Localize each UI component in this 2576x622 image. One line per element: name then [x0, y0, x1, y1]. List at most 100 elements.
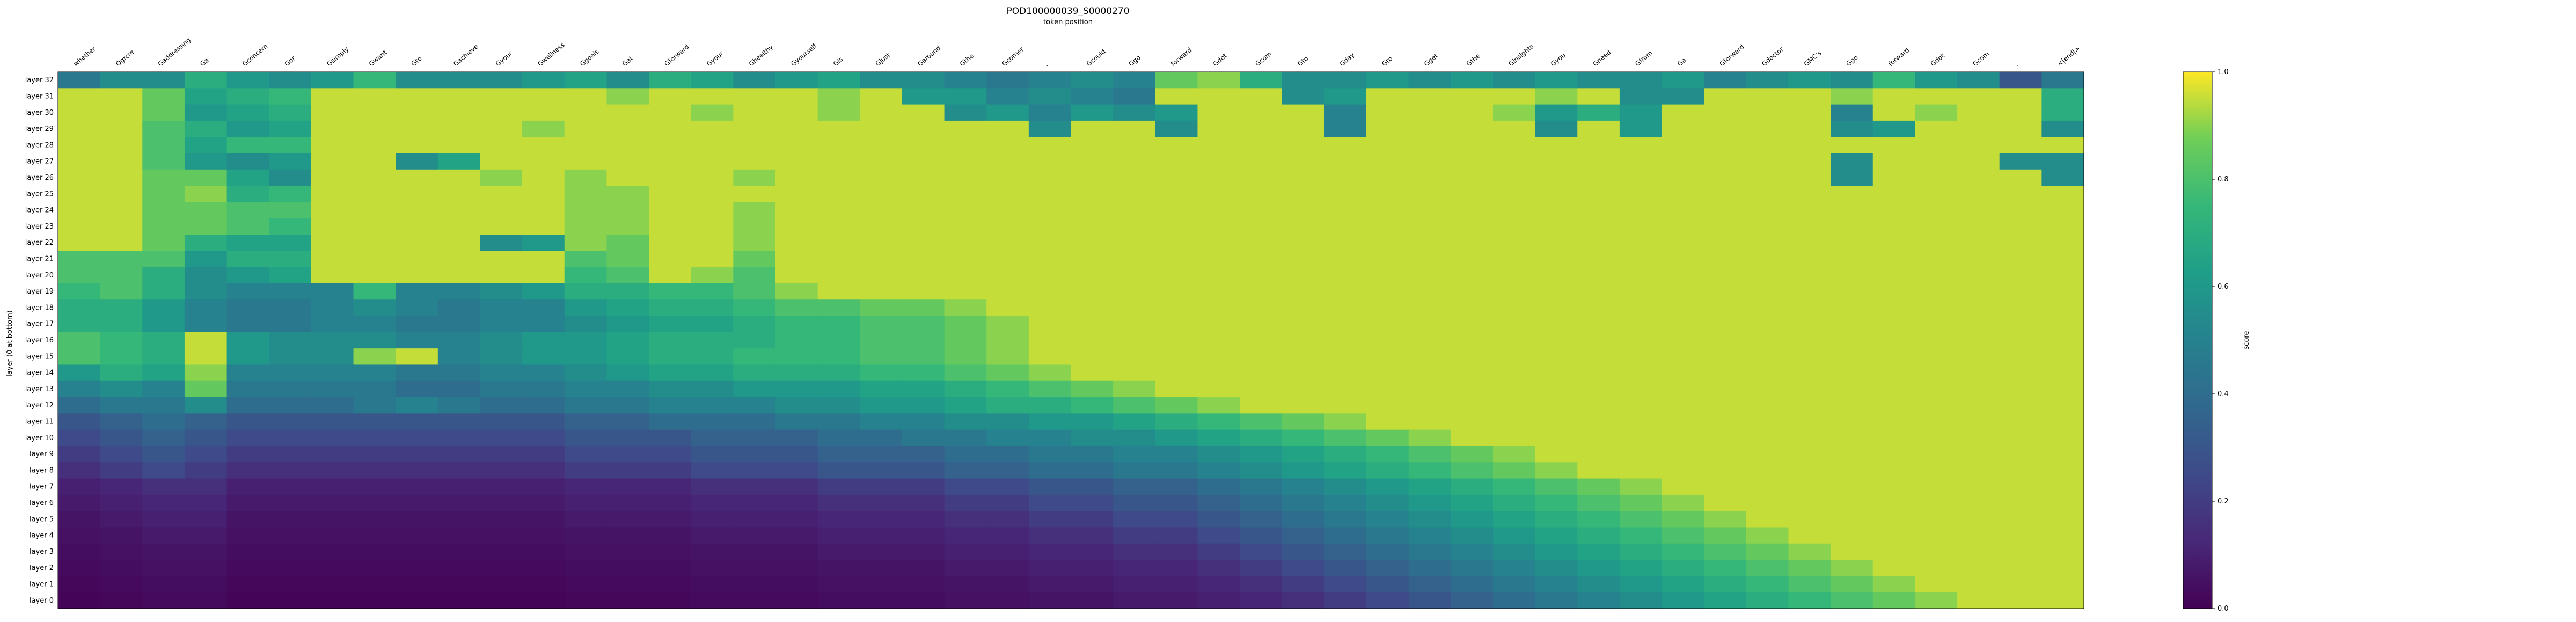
heatmap-cell	[1282, 316, 1324, 333]
heatmap-cell	[986, 316, 1029, 333]
heatmap-cell	[184, 218, 228, 235]
heatmap-cell	[142, 380, 185, 398]
heatmap-cell	[564, 153, 607, 170]
heatmap-cell	[396, 299, 438, 317]
heatmap-cell	[1662, 202, 1704, 219]
heatmap-cell	[606, 445, 649, 463]
heatmap-cell	[649, 332, 692, 349]
x-tick-label: Ghealthy	[748, 43, 775, 68]
heatmap-cell	[564, 462, 607, 479]
heatmap-cell	[1408, 413, 1451, 430]
heatmap-cell	[1408, 299, 1451, 317]
colorbar-ticks: 0.00.20.40.60.81.0	[2212, 68, 2229, 613]
colorbar-tick-label: 0.2	[2218, 497, 2229, 506]
heatmap-cell	[1240, 267, 1283, 284]
heatmap-cell	[142, 543, 185, 560]
heatmap-cell	[1831, 120, 1874, 137]
heatmap-cell	[1324, 153, 1367, 170]
heatmap-cell	[1788, 560, 1831, 576]
heatmap-cell	[269, 235, 312, 251]
heatmap-cell	[522, 202, 565, 219]
heatmap-cell	[691, 299, 734, 317]
heatmap-cell	[1071, 267, 1114, 284]
heatmap-cell	[226, 348, 269, 365]
heatmap-cell	[2041, 576, 2084, 593]
heatmap-cell	[1197, 380, 1240, 398]
heatmap-cell	[1028, 543, 1072, 560]
heatmap-cell	[1324, 560, 1367, 576]
heatmap-cell	[1915, 413, 1958, 430]
heatmap-cell	[860, 462, 903, 479]
heatmap-cell	[606, 251, 649, 268]
colorbar-tick-label: 0.8	[2218, 175, 2229, 184]
heatmap-cell	[1915, 445, 1958, 463]
heatmap-cell	[944, 137, 987, 154]
heatmap-cell	[775, 560, 818, 576]
heatmap-cell	[775, 88, 818, 105]
heatmap-cell	[817, 169, 860, 186]
heatmap-cell	[311, 397, 354, 414]
heatmap-cell	[142, 104, 185, 121]
heatmap-cell	[1957, 137, 2000, 154]
heatmap-cell	[1071, 137, 1114, 154]
heatmap-cell	[775, 316, 818, 333]
heatmap-cell	[1872, 218, 1916, 235]
x-tick-label: Gforward	[1718, 43, 1745, 68]
heatmap-cell	[1408, 332, 1451, 349]
heatmap-cell	[1366, 543, 1409, 560]
heatmap-cell	[1915, 120, 1958, 137]
heatmap-cell	[733, 560, 776, 576]
heatmap-cell	[396, 104, 438, 121]
heatmap-cell	[480, 316, 523, 333]
heatmap-cell	[1619, 235, 1663, 251]
heatmap-cell	[480, 380, 523, 398]
x-tick-label: Gjust	[874, 51, 892, 68]
heatmap-cell	[1577, 153, 1620, 170]
heatmap-cell	[860, 445, 903, 463]
heatmap-cell	[1788, 267, 1831, 284]
heatmap-cell	[1957, 332, 2000, 349]
heatmap-cell	[396, 576, 438, 593]
heatmap-cell	[691, 251, 734, 268]
heatmap-cell	[1788, 364, 1831, 382]
heatmap-cell	[1197, 332, 1240, 349]
heatmap-cell	[1492, 560, 1536, 576]
heatmap-cell	[1999, 592, 2042, 609]
heatmap-cell	[1197, 218, 1240, 235]
heatmap-cell	[142, 413, 185, 430]
heatmap-cell	[1240, 511, 1283, 528]
heatmap-cell	[1240, 397, 1283, 414]
heatmap-cell	[606, 543, 649, 560]
heatmap-cell	[1704, 316, 1747, 333]
heatmap-cell	[606, 202, 649, 219]
heatmap-cell	[353, 397, 396, 414]
heatmap-cell	[1831, 576, 1874, 593]
heatmap-cell	[2041, 332, 2084, 349]
heatmap-cell	[1577, 445, 1620, 463]
heatmap-cell	[1619, 88, 1663, 105]
colorbar-tick-label: 1.0	[2218, 68, 2229, 76]
heatmap-cell	[1324, 72, 1367, 89]
x-tick-label: Gis	[832, 55, 844, 68]
heatmap-cell	[1872, 186, 1916, 203]
heatmap-cell	[1451, 543, 1494, 560]
heatmap-cell	[944, 543, 987, 560]
heatmap-cell	[733, 218, 776, 235]
heatmap-cell	[606, 380, 649, 398]
heatmap-cell	[649, 251, 692, 268]
heatmap-cell	[1451, 592, 1494, 609]
heatmap-cell	[1071, 511, 1114, 528]
heatmap-cell	[437, 88, 481, 105]
heatmap-cell	[1831, 316, 1874, 333]
heatmap-cell	[1028, 120, 1072, 137]
heatmap-cell	[860, 397, 903, 414]
heatmap-cell	[480, 413, 523, 430]
heatmap-cell	[1028, 267, 1072, 284]
heatmap-cell	[437, 380, 481, 398]
heatmap-cell	[1240, 364, 1283, 382]
heatmap-cell	[1915, 202, 1958, 219]
heatmap-cell	[564, 235, 607, 251]
heatmap-cell	[1240, 592, 1283, 609]
heatmap-cell	[1704, 120, 1747, 137]
heatmap-cell	[649, 72, 692, 89]
